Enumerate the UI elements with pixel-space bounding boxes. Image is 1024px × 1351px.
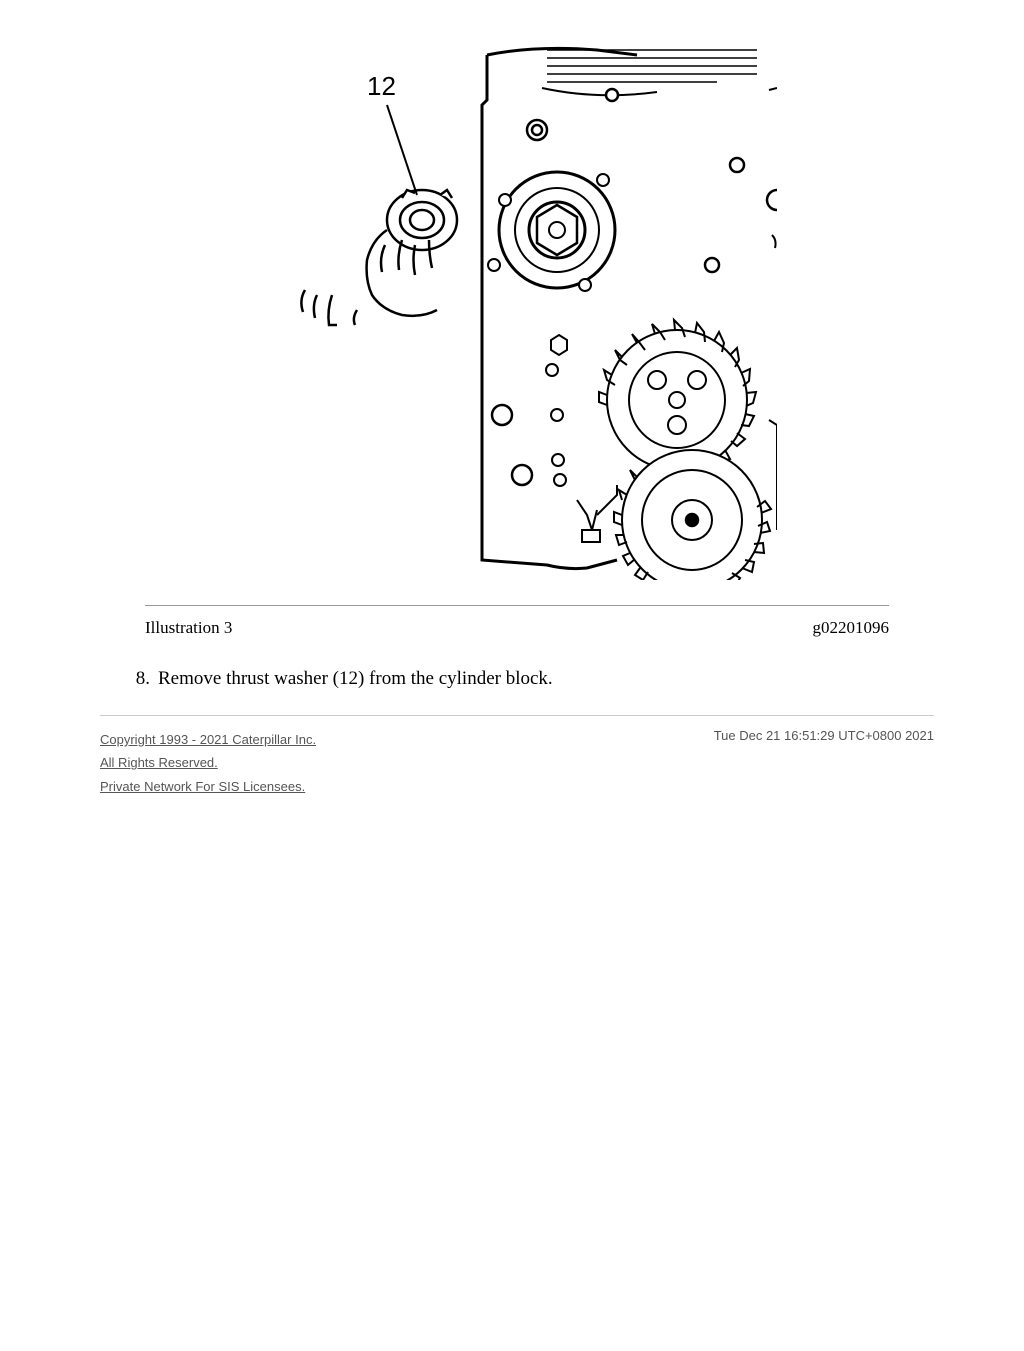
illustration-label: Illustration 3 [145,618,232,638]
illustration-container: 12 [100,20,934,585]
footer-left: Copyright 1993 - 2021 Caterpillar Inc. A… [100,728,316,798]
technical-diagram: 12 [257,40,777,580]
step-row: 8. Remove thrust washer (12) from the cy… [120,668,934,690]
copyright-link[interactable]: Copyright 1993 - 2021 Caterpillar Inc. [100,728,316,751]
timestamp: Tue Dec 21 16:51:29 UTC+0800 2021 [714,728,934,798]
network-link[interactable]: Private Network For SIS Licensees. [100,775,316,798]
illustration-code: g02201096 [813,618,890,638]
content-wrapper: 12 Illustration 3 g02201096 8. Remove th… [0,0,1024,818]
rights-link[interactable]: All Rights Reserved. [100,751,316,774]
caption-divider [145,605,889,606]
step-number: 8. [120,668,150,690]
footer: Copyright 1993 - 2021 Caterpillar Inc. A… [100,716,934,798]
callout-label: 12 [367,71,396,101]
step-text: Remove thrust washer (12) from the cylin… [158,668,934,690]
caption-row: Illustration 3 g02201096 [145,618,889,638]
